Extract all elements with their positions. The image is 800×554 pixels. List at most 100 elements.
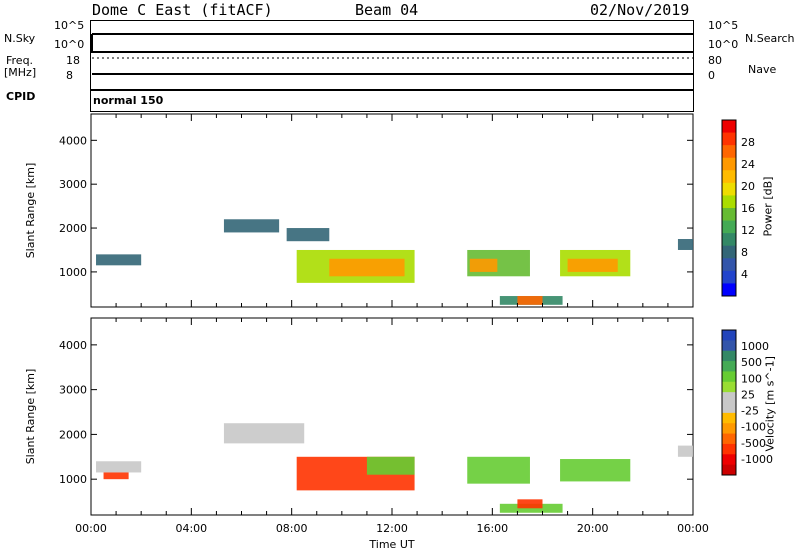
power-colorbar-segment-1: [722, 132, 736, 146]
velocity-colorbar-tick-1: 500: [741, 356, 762, 369]
velocity-data-patch-9: [677, 445, 693, 457]
velocity-data-patch-2: [223, 423, 305, 444]
power-data-patch-4: [329, 258, 405, 277]
power-data-patch-0: [96, 254, 142, 266]
freq-tick-bottom: 8: [66, 69, 73, 82]
nsky-tick-top: 10^5: [54, 19, 85, 32]
power-colorbar-segment-0: [722, 120, 736, 134]
power-colorbar-segment-2: [722, 145, 736, 159]
power-ytick-label-1: 3000: [59, 178, 87, 191]
power-colorbar-segment-12: [722, 270, 736, 284]
power-colorbar-tick-1: 24: [741, 158, 755, 171]
nsky-panel: [90, 20, 694, 52]
power-colorbar-segment-9: [722, 233, 736, 247]
nsearch-tick-bottom: 10^0: [708, 38, 739, 51]
velocity-colorbar-segment-11: [722, 443, 736, 455]
cpid-panel: [90, 90, 694, 112]
velocity-xtick-label-2: 08:00: [276, 522, 308, 535]
power-colorbar-segment-7: [722, 208, 736, 222]
nave-tick-bottom: 0: [708, 69, 715, 82]
freq-panel: [90, 52, 694, 90]
beam-title: Beam 04: [355, 1, 419, 19]
power-data-patch-1: [223, 219, 280, 233]
velocity-data-patch-8: [560, 459, 631, 482]
velocity-ytick-label-2: 2000: [59, 428, 87, 441]
power-colorbar-segment-11: [722, 258, 736, 272]
power-colorbar-tick-0: 28: [741, 136, 755, 149]
velocity-colorbar-tick-0: 1000: [741, 340, 769, 353]
velocity-colorbar-segment-5: [722, 381, 736, 393]
velocity-colorbar-label: Velocity [m s^-1]: [763, 356, 777, 452]
velocity-xlabel: Time UT: [368, 538, 414, 551]
nsearch-label: N.Search: [745, 32, 795, 45]
velocity-xtick-label-5: 20:00: [577, 522, 609, 535]
power-data-patch-8: [517, 296, 543, 305]
velocity-colorbar-tick-7: -1000: [741, 453, 773, 466]
power-colorbar-segment-5: [722, 182, 736, 196]
velocity-colorbar-segment-10: [722, 433, 736, 445]
power-colorbar-tick-2: 20: [741, 180, 755, 193]
power-data-patch-10: [567, 258, 618, 272]
power-colorbar-segment-4: [722, 170, 736, 184]
power-colorbar-frame: [721, 119, 737, 297]
velocity-data-patch-1: [103, 472, 129, 480]
velocity-colorbar-segment-3: [722, 361, 736, 372]
power-colorbar-segment-10: [722, 245, 736, 259]
power-colorbar-segment-3: [722, 157, 736, 171]
nsky-tick-bottom: 10^0: [54, 38, 85, 51]
velocity-ylabel: Slant Range [km]: [24, 369, 37, 465]
velocity-xtick-label-4: 16:00: [476, 522, 508, 535]
power-ytick-label-0: 4000: [59, 134, 87, 147]
station-title: Dome C East (fitACF): [92, 1, 273, 19]
velocity-xtick-label-1: 04:00: [175, 522, 207, 535]
power-colorbar-tick-4: 12: [741, 224, 755, 237]
velocity-ytick-label-1: 3000: [59, 384, 87, 397]
freq-tick-top: 18: [66, 54, 80, 67]
velocity-ytick-label-0: 4000: [59, 339, 87, 352]
velocity-data-patch-0: [96, 461, 142, 473]
velocity-data-patch-4: [366, 456, 415, 475]
nave-label: Nave: [748, 63, 777, 76]
velocity-xtick-label-3: 12:00: [376, 522, 408, 535]
power-colorbar-label: Power [dB]: [761, 176, 775, 237]
cpid-label: CPID: [6, 90, 36, 103]
velocity-colorbar-tick-2: 100: [741, 372, 762, 385]
velocity-colorbar-segment-0: [722, 330, 736, 341]
power-colorbar-tick-6: 4: [741, 268, 748, 281]
velocity-colorbar-segment-9: [722, 423, 736, 435]
nave-tick-top: 80: [708, 54, 722, 67]
velocity-colorbar-tick-3: 25: [741, 388, 755, 401]
velocity-xtick-label-0: 00:00: [75, 522, 107, 535]
velocity-colorbar-segment-7: [722, 402, 736, 414]
power-colorbar-tick-5: 8: [741, 246, 748, 259]
velocity-colorbar-segment-6: [722, 392, 736, 403]
velocity-colorbar-segment-1: [722, 340, 736, 352]
velocity-colorbar-frame: [721, 329, 737, 476]
power-ytick-label-3: 1000: [59, 266, 87, 279]
velocity-data-patch-7: [517, 499, 543, 509]
velocity-colorbar-tick-5: -100: [741, 421, 766, 434]
velocity-colorbar-tick-6: -500: [741, 437, 766, 450]
nsearch-tick-top: 10^5: [708, 19, 739, 32]
power-colorbar-segment-8: [722, 220, 736, 234]
velocity-colorbar-segment-4: [722, 371, 736, 383]
velocity-data-patch-5: [467, 456, 530, 484]
nsky-label: N.Sky: [4, 32, 36, 45]
power-data-patch-2: [286, 228, 330, 242]
velocity-colorbar-segment-12: [722, 454, 736, 466]
power-ylabel: Slant Range [km]: [24, 163, 37, 259]
freq-label: Freq.: [6, 54, 34, 67]
power-colorbar-segment-13: [722, 283, 736, 297]
cpid-value: normal 150: [93, 94, 164, 107]
power-ytick-label-2: 2000: [59, 222, 87, 235]
power-data-patch-11: [677, 239, 693, 250]
velocity-colorbar-segment-13: [722, 464, 736, 476]
freq-unit-label: [MHz]: [4, 66, 37, 79]
velocity-colorbar-segment-8: [722, 412, 736, 424]
velocity-xtick-label-6: 00:00: [677, 522, 709, 535]
date-title: 02/Nov/2019: [590, 1, 690, 19]
velocity-colorbar-segment-2: [722, 350, 736, 362]
velocity-ytick-label-3: 1000: [59, 473, 87, 486]
power-colorbar-segment-6: [722, 195, 736, 209]
